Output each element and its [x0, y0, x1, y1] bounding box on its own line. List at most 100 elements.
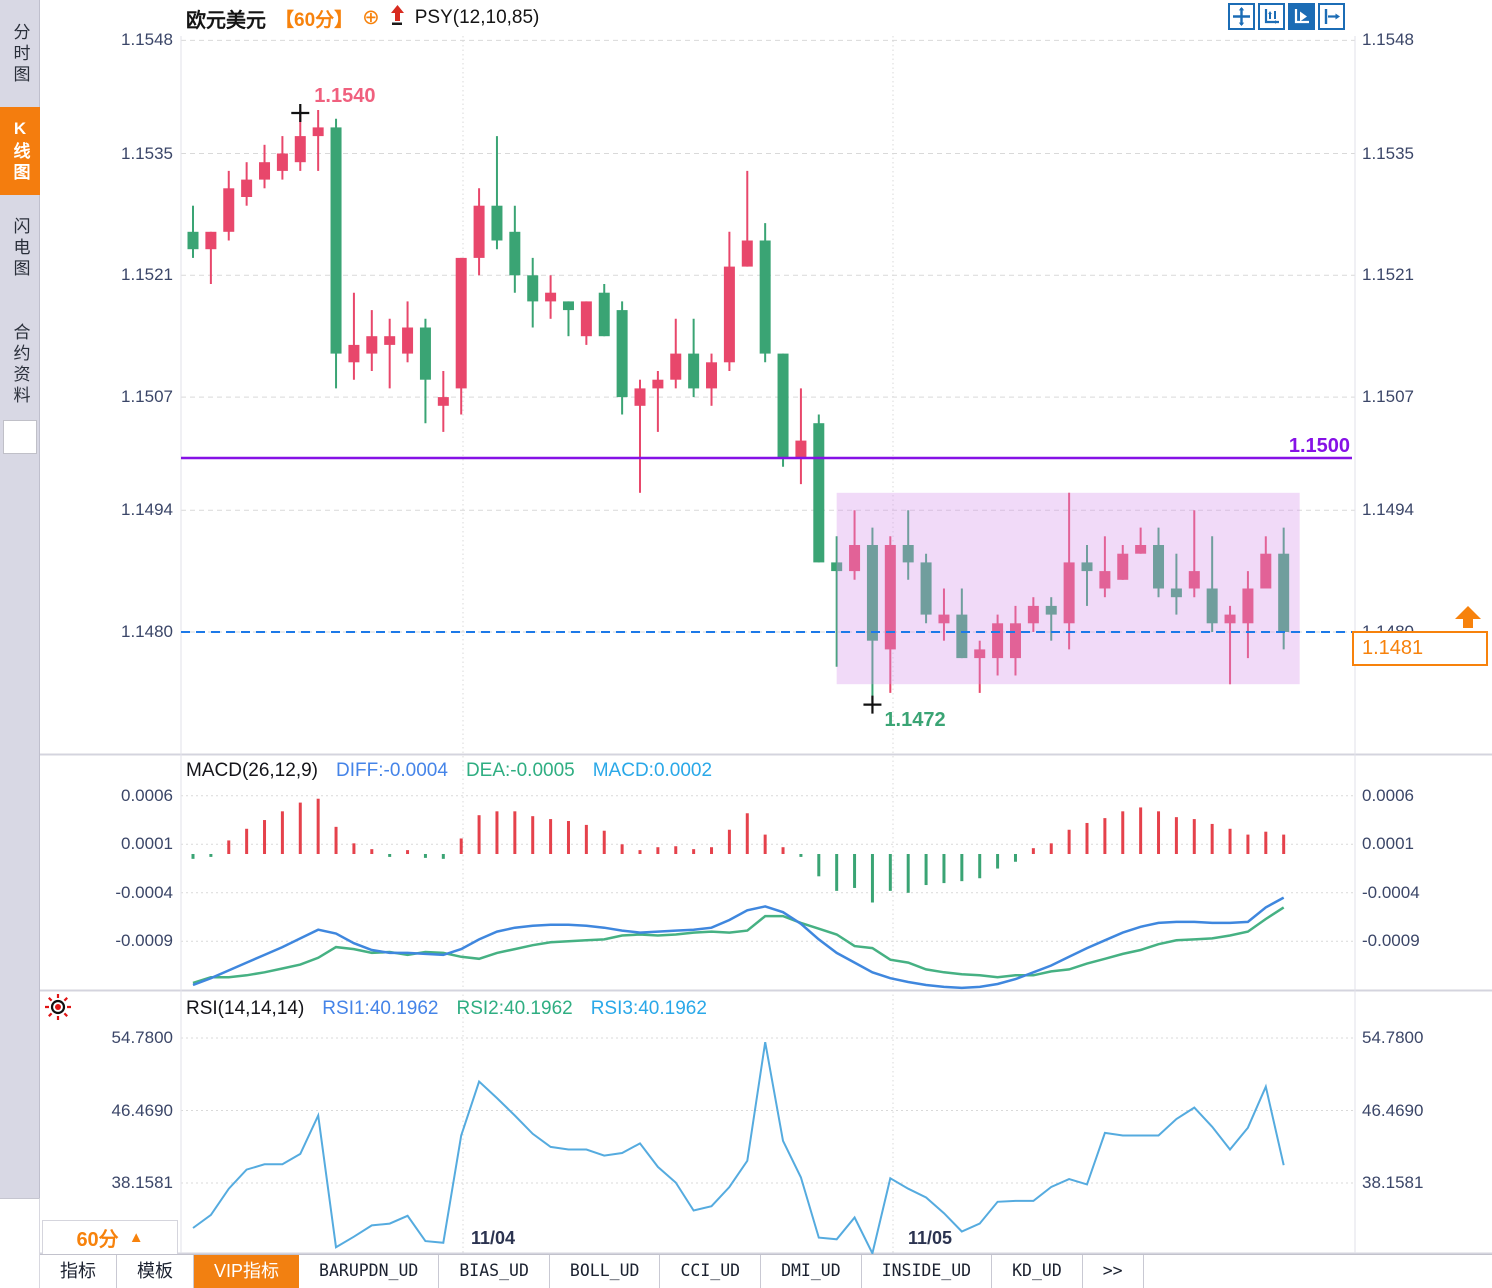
axis-scale-icon[interactable] — [1258, 3, 1285, 30]
candle — [1099, 536, 1111, 598]
candle — [402, 301, 414, 363]
collapse-right-icon[interactable] — [1318, 3, 1345, 30]
highlight-zone — [836, 492, 1300, 685]
macd-axis-label: -0.0009 — [1362, 931, 1420, 951]
add-compare-icon[interactable]: ⊕ — [362, 6, 380, 29]
sidebar-item-3[interactable]: 闪电图 — [10, 216, 30, 280]
price-axis-label: 1.1521 — [121, 265, 173, 285]
candle — [562, 301, 574, 337]
candle — [509, 205, 521, 293]
price-axis-label: 1.1507 — [1362, 387, 1414, 407]
indicator-title[interactable]: PSY(12,10,85) — [414, 7, 540, 28]
tab-boll_ud[interactable]: BOLL_UD — [550, 1255, 661, 1288]
level-1.1500-label: 1.1500 — [1288, 435, 1350, 457]
price-axis-label: 1.1480 — [121, 622, 173, 641]
candle — [437, 371, 449, 432]
candle — [1081, 545, 1093, 606]
tab-dmi_ud[interactable]: DMI_UD — [761, 1255, 862, 1288]
price-up-arrow-icon — [1452, 606, 1484, 636]
sidebar-item-2[interactable]: K线图 — [0, 107, 40, 195]
candle — [1153, 527, 1165, 598]
rsi-axis-label: 54.7800 — [111, 1028, 173, 1048]
tab-bias_ud[interactable]: BIAS_UD — [439, 1255, 550, 1288]
diff-line — [192, 896, 1285, 990]
candle — [866, 527, 878, 702]
candles-layer — [187, 110, 1290, 702]
candle — [419, 318, 431, 424]
candle — [330, 118, 342, 389]
date-label: 11/04 — [470, 1228, 516, 1248]
rsi-axis-label: 46.4690 — [111, 1100, 173, 1120]
candle — [723, 231, 735, 371]
candle — [545, 275, 557, 319]
period-selector-button[interactable]: 60分 ▲ — [42, 1220, 178, 1255]
candle — [187, 205, 199, 258]
candle — [259, 144, 271, 189]
rsi3-value: RSI3:40.1962 — [590, 998, 707, 1019]
candle — [1170, 553, 1182, 615]
sidebar-item-4[interactable]: 合约资料 — [10, 323, 30, 407]
sidebar-item-1[interactable]: 分时图 — [10, 22, 30, 86]
candle — [795, 388, 807, 485]
tab-inside_ud[interactable]: INSIDE_UD — [862, 1255, 993, 1288]
candle — [1117, 545, 1129, 580]
candle — [241, 162, 253, 206]
rsi-axis-label: 38.1581 — [1362, 1173, 1424, 1192]
candle — [205, 231, 217, 284]
indicator-settings-icon[interactable] — [44, 993, 72, 1026]
tab-kd_ud[interactable]: KD_UD — [992, 1255, 1083, 1288]
axis-play-icon[interactable] — [1288, 3, 1315, 30]
candle — [1278, 527, 1290, 650]
macd-axis-label: -0.0004 — [115, 882, 173, 902]
period-tag[interactable]: 【60分】 — [275, 9, 354, 31]
indicator-tab-bar: 指标 模板 VIP指标 BARUPDN_UD BIAS_UD BOLL_UD CCI_UD D… — [40, 1254, 1492, 1288]
tab-barupdn_ud[interactable]: BARUPDN_UD — [299, 1255, 440, 1288]
tab-[interactable]: 模板 — [117, 1255, 194, 1288]
macd-diff-value: DIFF:-0.0004 — [336, 760, 448, 781]
candle — [1260, 536, 1272, 589]
tab-vip[interactable]: VIP指标 — [194, 1255, 300, 1288]
tab->>[interactable]: >> — [1083, 1255, 1144, 1288]
candle — [849, 510, 861, 580]
macd-axis-label: 0.0006 — [121, 785, 173, 805]
candle — [1135, 527, 1147, 554]
candle — [1063, 492, 1075, 650]
candle — [920, 553, 932, 624]
candle — [938, 588, 950, 641]
price-axis-label: 1.1507 — [121, 387, 173, 407]
candle — [741, 170, 753, 267]
tab-cci_ud[interactable]: CCI_UD — [660, 1255, 762, 1288]
price-axis-label: 1.1548 — [1362, 30, 1414, 50]
candle — [670, 318, 682, 389]
candle — [455, 257, 467, 415]
rsi-header: RSI(14,14,14) RSI1:40.1962 RSI2:40.1962 … — [186, 998, 707, 1020]
current-price-tag: 1.1481 — [1352, 631, 1488, 666]
price-axis-label: 1.1535 — [1362, 143, 1414, 163]
candle — [902, 510, 914, 580]
extreme-cross-marker — [291, 104, 310, 122]
candle — [777, 353, 789, 467]
price-axis-label: 1.1494 — [121, 500, 173, 520]
rsi2-value: RSI2:40.1962 — [456, 998, 573, 1019]
candle — [366, 310, 378, 371]
sidebar: 分时图 K线图闪电图合约资料 — [0, 0, 40, 1198]
tab-[interactable]: 指标 — [40, 1255, 117, 1288]
macd-axis-label: 0.0001 — [1362, 834, 1414, 854]
chart-toolbar — [1228, 3, 1345, 30]
candle — [634, 379, 646, 493]
candle — [1188, 510, 1200, 598]
candle — [956, 588, 968, 659]
candle — [1027, 597, 1039, 632]
candle — [1242, 571, 1254, 659]
macd-axis-label: -0.0009 — [115, 931, 173, 951]
candle — [276, 136, 288, 180]
price-axis-label: 1.1548 — [121, 30, 173, 50]
macd-hist-value: MACD:0.0002 — [592, 760, 713, 781]
candle — [974, 640, 986, 693]
pan-icon[interactable] — [1228, 3, 1255, 30]
candle — [688, 318, 700, 398]
sidebar-bottom-panel — [0, 1198, 40, 1288]
symbol-title: 欧元美元 — [186, 9, 266, 32]
